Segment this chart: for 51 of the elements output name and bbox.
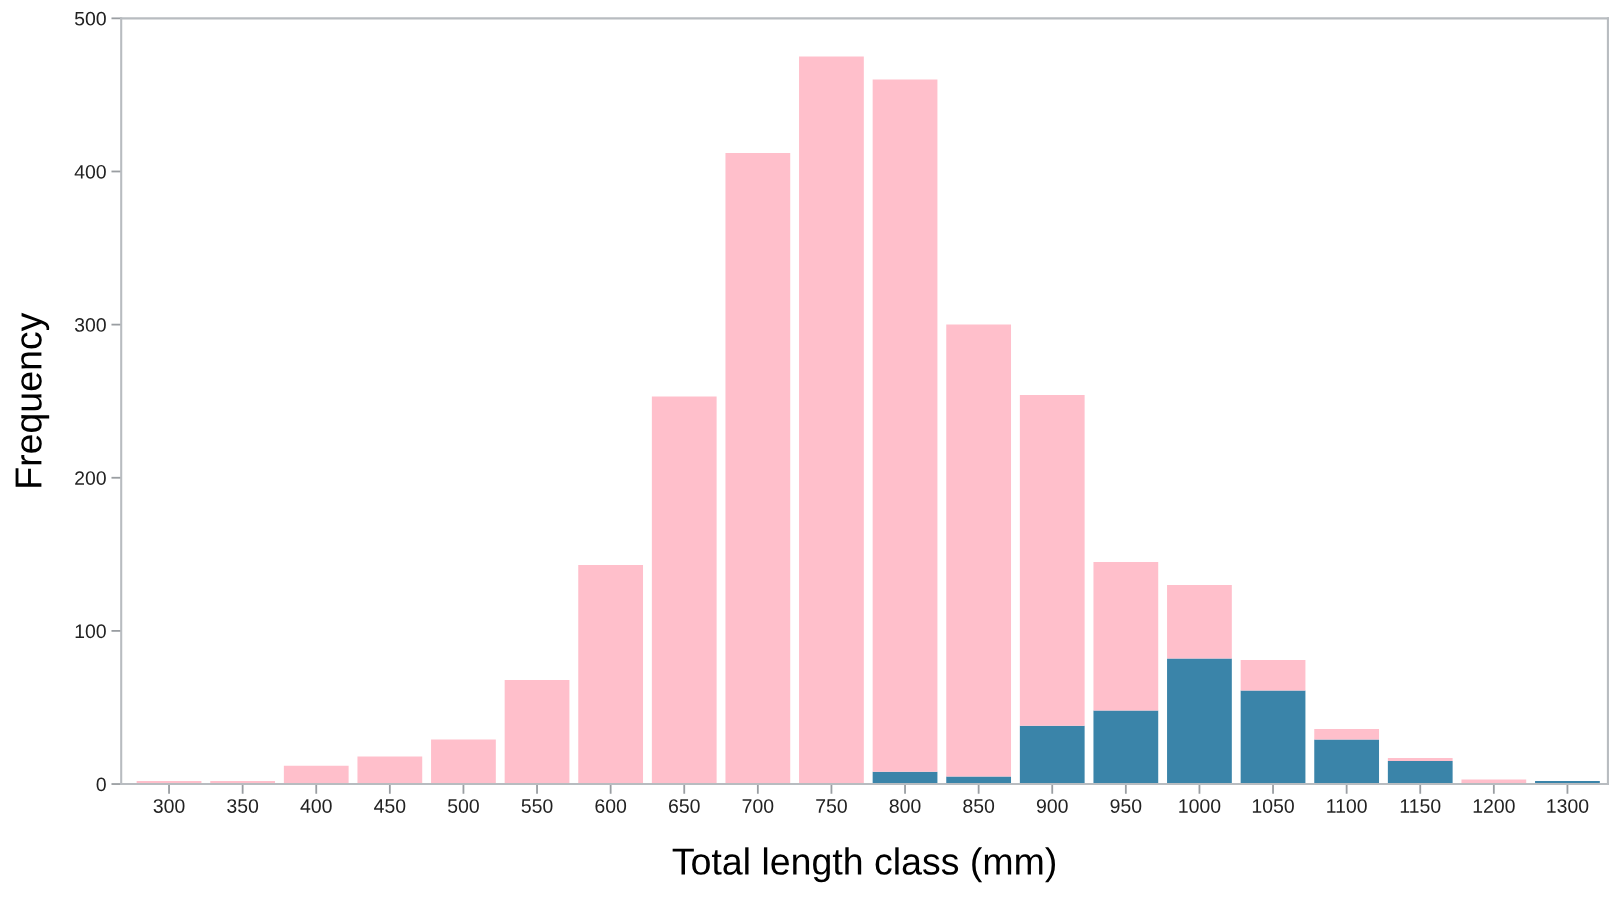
x-tick-label: 550 xyxy=(521,799,553,813)
x-tick-label: 800 xyxy=(889,799,921,813)
bar xyxy=(283,765,349,785)
bar xyxy=(1314,739,1380,785)
x-axis-title: Total length class (mm) xyxy=(672,847,1055,883)
x-tick-label: 900 xyxy=(1036,799,1068,813)
bar xyxy=(1167,658,1232,785)
bar xyxy=(1240,690,1306,785)
bar xyxy=(1093,561,1159,711)
bar xyxy=(1387,761,1453,785)
x-tick-label: 1100 xyxy=(1327,799,1367,813)
x-tick-label: 350 xyxy=(227,799,259,813)
bar xyxy=(1019,725,1085,785)
y-axis-title: Frequency xyxy=(15,312,50,487)
x-tick-label: 700 xyxy=(742,799,774,813)
x-tick-label: 300 xyxy=(153,799,185,813)
x-tick-label: 750 xyxy=(816,799,847,813)
bar xyxy=(1019,395,1085,726)
bar xyxy=(946,324,1012,777)
y-tick-label: 200 xyxy=(75,471,106,485)
y-tick-label: 500 xyxy=(74,11,106,26)
bar xyxy=(799,56,864,785)
x-tick-label: 500 xyxy=(448,799,479,813)
y-tick-label: 100 xyxy=(75,624,106,639)
x-tick-label: 1300 xyxy=(1547,799,1589,813)
x-tick-label: 1200 xyxy=(1473,799,1515,813)
x-tick-label: 650 xyxy=(669,799,700,813)
bar xyxy=(1387,758,1453,762)
bar xyxy=(431,739,496,785)
bar xyxy=(872,79,938,772)
y-tick-label: 0 xyxy=(96,777,106,792)
bar xyxy=(1240,659,1306,691)
x-tick-label: 850 xyxy=(963,799,995,813)
x-tick-label: 450 xyxy=(374,799,406,813)
bar xyxy=(1167,584,1232,659)
bar xyxy=(725,153,791,785)
bar xyxy=(1093,710,1159,785)
y-tick-label: 400 xyxy=(74,164,106,179)
x-tick-label: 950 xyxy=(1110,799,1142,813)
bar xyxy=(504,679,570,785)
bar xyxy=(578,565,644,785)
y-tick-label: 300 xyxy=(74,318,106,332)
x-tick-label: 1050 xyxy=(1252,799,1294,813)
x-tick-label: 1150 xyxy=(1400,799,1441,813)
bar xyxy=(1314,728,1380,740)
bar xyxy=(357,756,423,785)
x-tick-label: 1000 xyxy=(1179,799,1221,813)
bar xyxy=(651,396,717,785)
x-tick-label: 600 xyxy=(595,799,627,813)
bar xyxy=(946,776,1012,785)
x-tick-label: 400 xyxy=(300,799,332,813)
